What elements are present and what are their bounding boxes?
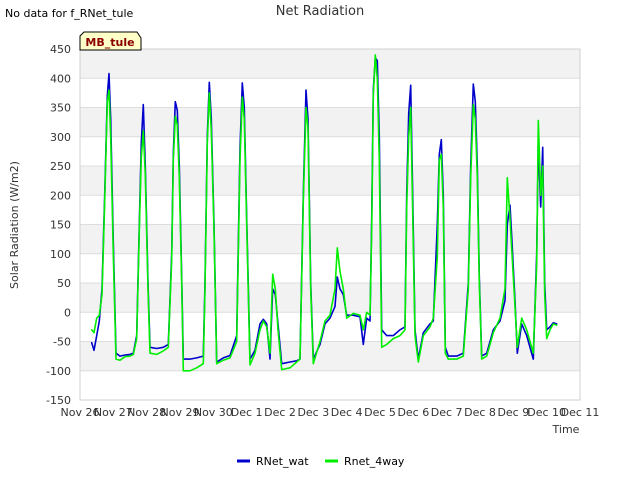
- plot-band: [80, 195, 580, 225]
- y-tick-label: 200: [50, 189, 71, 202]
- y-axis-label: Solar Radiation (W/m2): [8, 161, 21, 289]
- y-tick-label: -100: [46, 365, 71, 378]
- legend-label-rnet-4way: Rnet_4way: [344, 455, 405, 468]
- x-tick-label: Dec 7: [431, 406, 463, 419]
- x-tick-label: Dec 3: [297, 406, 329, 419]
- y-tick-label: 250: [50, 160, 71, 173]
- series-lines: [90, 54, 558, 372]
- x-axis-label: Time: [552, 423, 580, 436]
- legend: RNet_wat Rnet_4way: [237, 455, 405, 468]
- y-tick-label: 450: [50, 43, 71, 56]
- site-badge: MB_tule: [79, 31, 142, 51]
- y-tick-label: -150: [46, 394, 71, 407]
- plot-band: [80, 224, 580, 254]
- y-tick-label: -50: [53, 336, 71, 349]
- x-tick-label: Nov 29: [161, 406, 200, 419]
- plot-band: [80, 166, 580, 196]
- x-tick-label: Dec 10: [527, 406, 566, 419]
- y-tick-labels: -150 -100 -50 0 50 100 150 200 250 300 350 400 450: [46, 43, 71, 407]
- plot-frame: [79, 48, 581, 401]
- y-tick-label: 0: [64, 306, 71, 319]
- y-tick-label: 50: [57, 277, 71, 290]
- x-tick-label: Dec 1: [231, 406, 263, 419]
- y-tick-label: 350: [50, 102, 71, 115]
- x-tick-label: Nov 27: [94, 406, 133, 419]
- plot-band: [80, 107, 580, 137]
- no-data-note: No data for f_RNet_tule: [5, 7, 134, 20]
- y-tick-label: 400: [50, 72, 71, 85]
- plot-band: [80, 253, 580, 283]
- x-tick-label: Dec 11: [561, 406, 600, 419]
- plot-band: [80, 78, 580, 108]
- plot-bands: [80, 49, 580, 400]
- plot-band: [80, 370, 580, 400]
- x-tick-label: Nov 30: [194, 406, 233, 419]
- y-tick-label: 300: [50, 131, 71, 144]
- y-tick-label: 150: [50, 219, 71, 232]
- chart-title: Net Radiation: [275, 4, 365, 19]
- x-tick-label: Dec 5: [364, 406, 396, 419]
- x-tick-label: Dec 8: [464, 406, 496, 419]
- x-tick-label: Nov 26: [61, 406, 100, 419]
- plot-band: [80, 136, 580, 166]
- x-tick-label: Dec 4: [331, 406, 363, 419]
- site-badge-label: MB_tule: [85, 36, 134, 49]
- y-tick-label: 100: [50, 248, 71, 261]
- x-tick-label: Nov 28: [127, 406, 166, 419]
- legend-label-rnet-wat: RNet_wat: [256, 455, 309, 468]
- plot-band: [80, 341, 580, 371]
- series-line-rnet-4way: [90, 54, 558, 372]
- plot-band: [80, 283, 580, 313]
- x-tick-label: Dec 2: [264, 406, 296, 419]
- plot-band: [80, 49, 580, 79]
- x-tick-label: Dec 9: [497, 406, 529, 419]
- x-tick-label: Dec 6: [397, 406, 429, 419]
